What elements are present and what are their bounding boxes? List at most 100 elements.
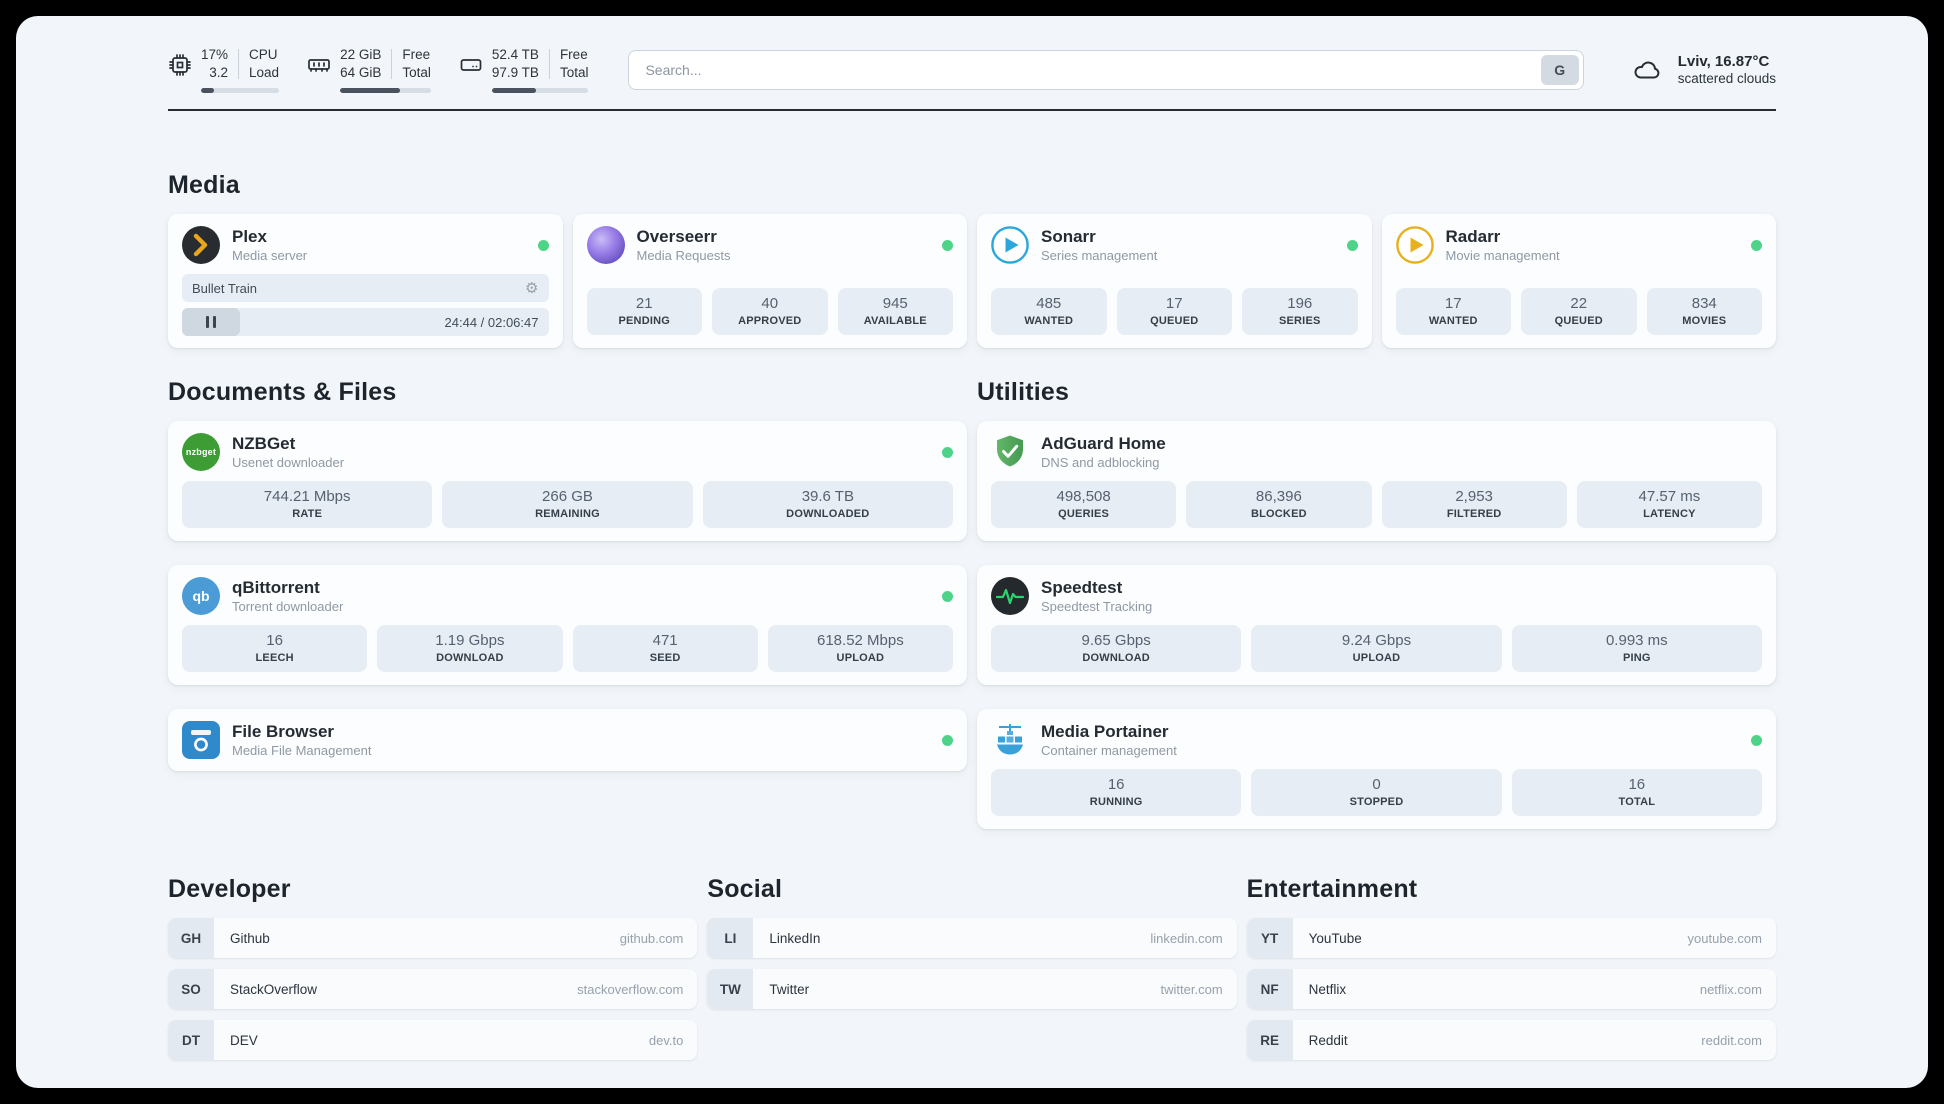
- now-playing-title: Bullet Train: [192, 280, 258, 296]
- disk-total-value: 97.9 TB: [491, 65, 539, 80]
- bookmark-abbr: NF: [1246, 969, 1293, 1009]
- bookmark-netflix[interactable]: NF Netflix netflix.com: [1246, 969, 1776, 1009]
- bookmark-dev[interactable]: DT DEV dev.to: [168, 1020, 698, 1060]
- app-name: NZBGet: [232, 434, 296, 453]
- adguard-icon: [991, 433, 1029, 471]
- stat-label: UPLOAD: [1352, 652, 1401, 664]
- status-online-dot: [537, 239, 549, 251]
- bookmark-github[interactable]: GH Github github.com: [168, 918, 698, 958]
- stat-tile: 47.57 ms LATENCY: [1576, 481, 1762, 528]
- stat-label: WANTED: [1428, 315, 1478, 327]
- app-name: qBittorrent: [232, 578, 320, 597]
- bookmark-abbr: GH: [168, 918, 214, 958]
- section-title-utilities: Utilities: [977, 378, 1070, 406]
- stat-tile: 485 WANTED: [991, 288, 1107, 335]
- stat-tile: 16 TOTAL: [1511, 769, 1762, 816]
- ram-free-value: 22 GiB: [340, 47, 382, 62]
- bookmark-reddit[interactable]: RE Reddit reddit.com: [1246, 1020, 1776, 1060]
- section-title-media: Media: [168, 171, 240, 199]
- app-card-filebrowser[interactable]: File Browser Media File Management: [168, 709, 967, 771]
- stat-value: 2,953: [1455, 488, 1493, 505]
- status-online-dot: [942, 239, 953, 251]
- cpu-usage-value: 17%: [201, 47, 229, 62]
- stat-label: DOWNLOADED: [786, 508, 870, 520]
- stat-tile: 0.993 ms PING: [1511, 625, 1762, 672]
- stat-label: SEED: [649, 652, 681, 664]
- app-name: Speedtest: [1041, 578, 1123, 597]
- stat-label: LEECH: [255, 652, 294, 664]
- app-card-plex[interactable]: Plex Media server Bullet Train ⚙ 24:44 /…: [168, 214, 563, 348]
- weather-widget: Lviv, 16.87°C scattered clouds: [1628, 53, 1776, 86]
- stat-value: 40: [761, 295, 779, 312]
- ram-total-value: 64 GiB: [340, 65, 382, 80]
- portainer-icon: [991, 721, 1029, 759]
- stat-tile: 17 QUEUED: [1116, 288, 1232, 335]
- sonarr-icon: [991, 226, 1029, 264]
- bookmark-name: Reddit: [1308, 1032, 1348, 1048]
- stat-value: 1.19 Gbps: [435, 632, 505, 649]
- stat-label: QUEUED: [1554, 315, 1603, 327]
- section-title-developer: Developer: [168, 875, 291, 903]
- search-input[interactable]: [628, 49, 1584, 90]
- app-card-radarr[interactable]: Radarr Movie management 17 WANTED 22 QUE…: [1381, 214, 1776, 348]
- stat-value: 196: [1287, 295, 1313, 312]
- stat-value: 0: [1372, 776, 1381, 793]
- app-card-overseerr[interactable]: Overseerr Media Requests 21 PENDING 40 A…: [572, 214, 967, 348]
- section-documents: Documents & Files nzbget NZBGet Usenet d…: [168, 378, 967, 771]
- bookmark-stackoverflow[interactable]: SO StackOverflow stackoverflow.com: [168, 969, 698, 1009]
- cpu-progress-fill: [201, 88, 215, 93]
- bookmark-url: reddit.com: [1701, 1032, 1762, 1048]
- stat-label: BLOCKED: [1250, 508, 1307, 520]
- stat-tile: 16 RUNNING: [991, 769, 1242, 816]
- radarr-icon: [1395, 226, 1434, 264]
- nzbget-icon: nzbget: [182, 433, 220, 471]
- bookmark-abbr: LI: [707, 918, 754, 958]
- app-card-sonarr[interactable]: Sonarr Series management 485 WANTED 17 Q…: [977, 214, 1372, 348]
- overseerr-icon: [586, 226, 625, 264]
- stat-tile: 471 SEED: [572, 625, 758, 672]
- status-online-dot: [942, 734, 953, 746]
- bookmark-youtube[interactable]: YT YouTube youtube.com: [1246, 918, 1776, 958]
- search-engine-button[interactable]: G: [1540, 54, 1579, 85]
- stat-label: MOVIES: [1682, 315, 1727, 327]
- stat-label: AVAILABLE: [863, 315, 927, 327]
- gear-icon[interactable]: ⚙: [525, 279, 539, 297]
- app-subtitle: Container management: [1041, 743, 1177, 758]
- stat-tile: 39.6 TB DOWNLOADED: [702, 481, 953, 528]
- stat-label: UPLOAD: [836, 652, 885, 664]
- disk-progress-fill: [491, 88, 537, 93]
- stat-label: QUEUED: [1150, 315, 1199, 327]
- search-bar: G: [628, 49, 1584, 90]
- cpu-label: CPU: [249, 47, 278, 62]
- stat-label: DOWNLOAD: [1082, 652, 1150, 664]
- app-card-speedtest[interactable]: Speedtest Speedtest Tracking 9.65 Gbps D…: [977, 565, 1776, 685]
- app-card-nzbget[interactable]: nzbget NZBGet Usenet downloader 744.21 M…: [168, 421, 967, 541]
- stat-tile: 2,953 FILTERED: [1381, 481, 1567, 528]
- stat-value: 22: [1570, 295, 1588, 312]
- cpu-progress-bar: [201, 88, 280, 93]
- bookmark-linkedin[interactable]: LI LinkedIn linkedin.com: [707, 918, 1237, 958]
- app-name: Plex: [232, 227, 267, 246]
- bookmark-url: youtube.com: [1687, 930, 1762, 946]
- stat-value: 47.57 ms: [1638, 488, 1701, 505]
- pause-button[interactable]: [182, 308, 240, 336]
- playback-progress-bar: 24:44 / 02:06:47: [182, 308, 549, 336]
- app-card-qbittorrent[interactable]: qb qBittorrent Torrent downloader 16 LEE…: [168, 565, 967, 685]
- bookmark-twitter[interactable]: TW Twitter twitter.com: [707, 969, 1237, 1009]
- stat-tile: 1.19 Gbps DOWNLOAD: [377, 625, 563, 672]
- status-online-dot: [942, 590, 953, 602]
- app-card-adguard[interactable]: AdGuard Home DNS and adblocking 498,508 …: [977, 421, 1776, 541]
- stat-label: DOWNLOAD: [436, 652, 504, 664]
- bookmark-url: netflix.com: [1699, 981, 1762, 997]
- app-card-portainer[interactable]: Media Portainer Container management 16 …: [977, 709, 1776, 829]
- stat-tile: 9.65 Gbps DOWNLOAD: [991, 625, 1242, 672]
- now-playing-track: Bullet Train ⚙: [182, 274, 549, 302]
- stat-value: 16: [266, 632, 283, 649]
- header-divider: [168, 109, 1776, 111]
- stat-tile: 744.21 Mbps RATE: [182, 481, 433, 528]
- stat-label: APPROVED: [738, 315, 802, 327]
- bookmark-abbr: SO: [168, 969, 214, 1009]
- app-subtitle: Media File Management: [232, 743, 372, 758]
- stat-tile: 196 SERIES: [1242, 288, 1358, 335]
- ram-total-label: Total: [402, 65, 431, 80]
